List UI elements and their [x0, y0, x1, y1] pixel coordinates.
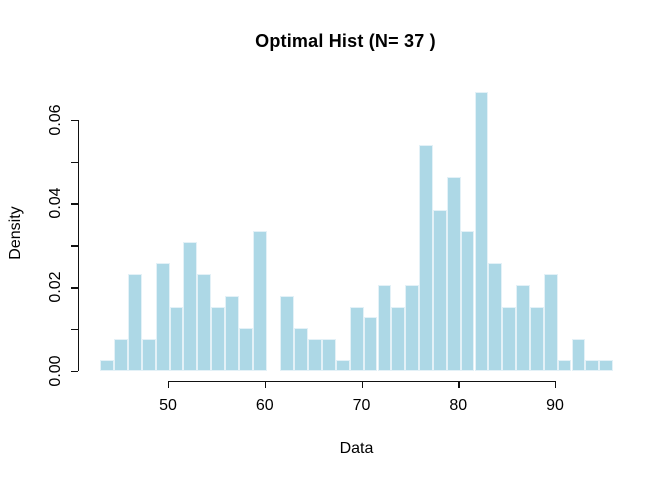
histogram-bar: [488, 263, 503, 371]
histogram-bar: [446, 177, 461, 371]
x-axis-tick: [555, 381, 557, 388]
histogram-bar: [141, 338, 156, 371]
histogram-bar: [516, 285, 530, 371]
histogram-bar: [571, 338, 586, 371]
y-tick-label: 0.02: [47, 271, 64, 303]
histogram-bar: [543, 274, 558, 371]
histogram-bar: [349, 306, 364, 371]
y-axis-tick: [71, 245, 78, 247]
x-axis-tick: [264, 381, 267, 388]
y-axis-tick: [71, 161, 78, 163]
histogram-bar: [432, 209, 447, 371]
y-tick-label: 0.06: [47, 104, 64, 136]
histogram-bar: [114, 338, 128, 371]
x-tick-label: 50: [159, 397, 177, 414]
histogram-bar: [238, 327, 253, 371]
y-axis-tick: [71, 329, 78, 331]
y-tick-label: 0.04: [47, 187, 64, 219]
histogram-bar: [474, 91, 489, 371]
histogram-bar: [252, 231, 267, 371]
x-tick-label: 70: [352, 397, 371, 414]
histogram-bar: [529, 306, 544, 371]
histogram-bar: [155, 263, 170, 371]
histogram-bar: [502, 306, 517, 371]
histogram-bar: [599, 360, 614, 371]
histogram-bar: [460, 231, 475, 371]
histogram-bar: [197, 274, 212, 371]
histogram-bar: [363, 317, 378, 371]
y-tick-label: 0.00: [47, 355, 64, 387]
x-axis-tick: [168, 381, 170, 388]
x-axis-label: Data: [339, 440, 374, 457]
histogram-bar: [585, 360, 600, 371]
histogram-bar: [308, 338, 323, 371]
x-tick-label: 90: [546, 397, 564, 414]
y-axis-tick: [71, 203, 78, 205]
y-axis-tick: [71, 287, 78, 289]
histogram-bar: [335, 360, 350, 371]
y-axis-tick: [71, 119, 78, 121]
histogram-bar: [377, 285, 392, 371]
histogram-bar: [225, 295, 239, 371]
histogram-bar: [557, 360, 572, 371]
histogram-bar: [405, 285, 420, 371]
histogram-bar: [294, 327, 309, 371]
x-tick-label: 60: [255, 397, 274, 414]
chart-title: Optimal Hist (N= 37 ): [255, 31, 436, 51]
histogram-bar: [391, 306, 406, 371]
histogram-bar: [419, 145, 433, 371]
histogram-bar: [128, 274, 142, 371]
histogram-bar: [211, 306, 225, 371]
histogram-bar: [322, 338, 336, 371]
histogram-bar: [169, 306, 184, 371]
histogram-bar: [280, 295, 295, 371]
x-axis-tick: [361, 381, 363, 388]
y-axis-tick: [71, 371, 78, 373]
x-axis-tick: [458, 381, 460, 388]
histogram-bar: [100, 360, 115, 371]
x-tick-label: 80: [449, 397, 468, 414]
y-axis-line: [78, 119, 80, 371]
histogram-bar: [183, 241, 198, 371]
